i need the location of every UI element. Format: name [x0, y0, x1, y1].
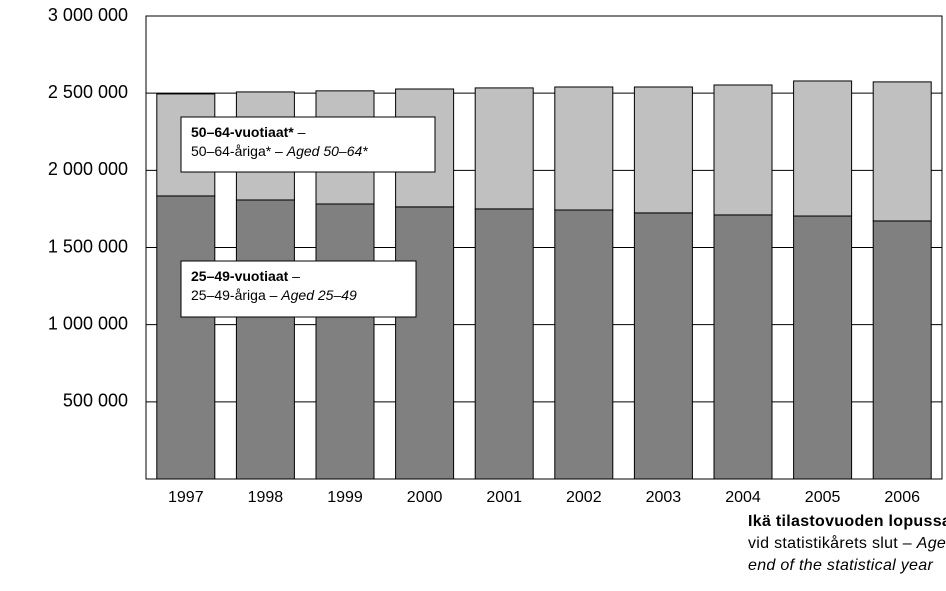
bar-segment — [633, 212, 693, 480]
legend-sv: 50–64-åriga* – — [191, 143, 287, 159]
bar-segment — [474, 208, 534, 480]
x-tick-label: 2004 — [725, 489, 761, 506]
bar-segment — [793, 80, 853, 217]
x-axis-label-part: Ikä tilastovuoden lopussa — [748, 513, 946, 530]
legend-sep: – — [294, 124, 306, 140]
x-axis-label-part: end of the statistical year — [748, 557, 933, 574]
bar-segment — [474, 87, 534, 210]
y-tick-label: 2 000 000 — [48, 159, 128, 179]
x-tick-label: 1997 — [168, 489, 204, 506]
legend-label: 50–64-åriga* – Aged 50–64* — [191, 143, 368, 159]
x-axis-label-part: Age at the — [916, 535, 946, 552]
legend-box — [180, 116, 436, 173]
x-tick-label: 1998 — [248, 489, 284, 506]
legend-sv: 25–49-åriga – — [191, 287, 281, 303]
bar-segment — [713, 214, 773, 480]
x-tick-label: 2002 — [566, 489, 602, 506]
bar-segment — [793, 215, 853, 480]
bar-segment — [872, 81, 932, 222]
x-tick-label: 2006 — [884, 489, 920, 506]
x-tick-label: 2005 — [805, 489, 841, 506]
x-tick-label: 2003 — [646, 489, 682, 506]
legend-label: 25–49-vuotiaat – — [191, 268, 300, 284]
y-tick-label: 1 500 000 — [48, 236, 128, 256]
y-tick-label: 3 000 000 — [48, 5, 128, 25]
x-axis-label: vid statistikårets slut – Age at the — [748, 534, 946, 552]
bar-segment — [554, 86, 614, 211]
bar-segment — [633, 86, 693, 214]
bar-segment — [554, 209, 614, 480]
x-tick-label: 1999 — [327, 489, 363, 506]
y-tick-label: 2 500 000 — [48, 82, 128, 102]
x-axis-label: Ikä tilastovuoden lopussa – Ålder — [748, 511, 946, 530]
bar-segment — [872, 220, 932, 480]
bar-segment — [315, 203, 375, 480]
legend-name: 50–64-vuotiaat* — [191, 124, 294, 140]
x-tick-label: 2001 — [486, 489, 522, 506]
x-axis-label: end of the statistical year — [748, 557, 933, 574]
y-tick-label: 500 000 — [63, 391, 128, 411]
legend-name: 25–49-vuotiaat — [191, 268, 289, 284]
legend-sep: – — [288, 268, 300, 284]
legend-en: Aged 50–64* — [286, 143, 369, 159]
bar-segment — [713, 84, 773, 216]
x-tick-label: 2000 — [407, 489, 443, 506]
y-tick-label: 1 000 000 — [48, 313, 128, 333]
legend-box — [180, 260, 417, 318]
legend-label: 25–49-åriga – Aged 25–49 — [191, 287, 357, 303]
bar-segment — [235, 199, 295, 480]
legend-en: Aged 25–49 — [280, 287, 357, 303]
bar-segment — [156, 195, 216, 480]
legend-label: 50–64-vuotiaat* – — [191, 124, 306, 140]
bar-segment — [395, 206, 455, 480]
x-axis-label-part: vid statistikårets slut – — [748, 534, 917, 552]
plot-border — [145, 15, 943, 480]
